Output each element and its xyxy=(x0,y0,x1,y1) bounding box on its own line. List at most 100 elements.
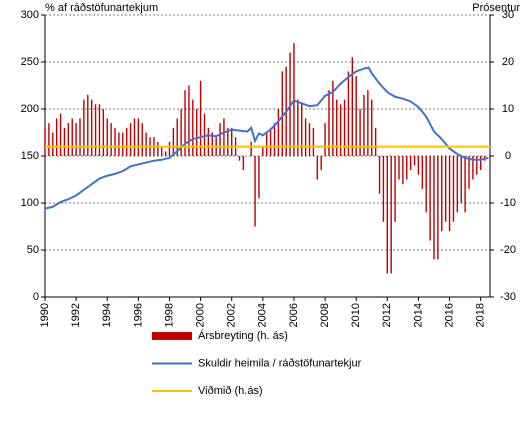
x-tick-label: 1998 xyxy=(163,303,175,327)
y2-tick-label: -20 xyxy=(500,244,516,256)
bar xyxy=(71,118,73,156)
bar xyxy=(118,132,120,156)
bar xyxy=(63,127,66,156)
x-tick-label: 2000 xyxy=(195,303,207,327)
x-tick-label: 2004 xyxy=(257,303,269,327)
bar xyxy=(324,123,326,156)
bar xyxy=(316,156,318,180)
x-tick-label: 1996 xyxy=(132,303,144,327)
bar xyxy=(367,90,369,156)
bar xyxy=(402,156,404,185)
bar xyxy=(343,99,346,156)
x-tick-label: 2008 xyxy=(319,303,331,327)
x-tick-label: 2018 xyxy=(475,303,487,327)
bar xyxy=(390,156,392,274)
bar xyxy=(320,156,322,171)
bar xyxy=(425,156,427,213)
bar xyxy=(273,123,276,156)
bar xyxy=(219,123,221,156)
bar xyxy=(90,99,93,156)
bar xyxy=(75,123,77,156)
bar xyxy=(164,151,167,156)
bar xyxy=(122,132,124,156)
bar xyxy=(83,99,85,156)
bar xyxy=(382,156,385,222)
bar xyxy=(433,156,435,260)
legend-label: Ársbreyting (h. ás) xyxy=(198,329,288,342)
bar xyxy=(460,156,462,203)
bar xyxy=(301,104,303,156)
bar xyxy=(157,141,159,156)
x-tick-label: 1990 xyxy=(39,303,51,327)
y2-tick-label: 10 xyxy=(502,103,514,115)
x-tick-label: 1992 xyxy=(70,303,82,327)
bar xyxy=(289,52,291,156)
bar xyxy=(48,123,50,156)
bar xyxy=(336,99,338,156)
y-axis-label: % af ráðstöfunartekjum xyxy=(45,2,158,14)
y2-tick-label: 30 xyxy=(502,9,514,21)
bar xyxy=(262,146,264,156)
bar xyxy=(468,156,470,189)
bar xyxy=(242,156,245,171)
bar xyxy=(394,156,396,222)
x-tick-label: 2010 xyxy=(350,303,362,327)
bar xyxy=(168,141,171,156)
bar xyxy=(479,156,482,171)
bar xyxy=(429,156,431,241)
bar xyxy=(231,127,233,156)
bar xyxy=(52,132,54,156)
bar xyxy=(406,156,408,180)
y-tick-label: 300 xyxy=(21,9,39,21)
y2-tick-label: 20 xyxy=(502,56,514,68)
y-tick-label: 100 xyxy=(21,197,39,209)
bar xyxy=(374,127,377,156)
bar xyxy=(106,118,108,156)
bar xyxy=(444,156,447,222)
bar xyxy=(110,123,112,156)
y-tick-label: 250 xyxy=(21,56,39,68)
y2-tick-label: -30 xyxy=(500,291,516,303)
bar xyxy=(351,57,353,156)
bar xyxy=(363,94,365,156)
bar xyxy=(227,127,229,156)
bar xyxy=(203,113,206,156)
bar xyxy=(378,156,381,194)
bar xyxy=(192,99,194,156)
bar xyxy=(355,76,357,156)
y-tick-label: 150 xyxy=(21,150,39,162)
y2-axis-label: Prósentur xyxy=(472,2,520,14)
bar xyxy=(409,156,412,171)
y-tick-label: 200 xyxy=(21,103,39,115)
bar xyxy=(312,127,315,156)
bar xyxy=(238,156,241,161)
bar xyxy=(137,118,140,156)
bar xyxy=(102,109,105,156)
bar xyxy=(133,118,136,156)
bar xyxy=(328,90,330,156)
y-tick-label: 50 xyxy=(27,244,39,256)
bar xyxy=(79,118,81,156)
bar xyxy=(98,104,101,156)
bar xyxy=(87,94,89,156)
bar xyxy=(297,99,299,156)
bar xyxy=(114,127,116,156)
bar xyxy=(421,156,424,189)
bar xyxy=(413,156,416,166)
bar xyxy=(141,123,143,156)
x-tick-label: 2012 xyxy=(381,303,393,327)
bar xyxy=(196,109,198,156)
x-tick-label: 1994 xyxy=(101,303,113,327)
bar xyxy=(448,156,451,232)
bar xyxy=(464,156,466,213)
bar xyxy=(180,109,182,156)
line xyxy=(44,66,489,210)
bar xyxy=(339,104,342,156)
legend-swatch xyxy=(152,332,192,340)
bar xyxy=(207,127,210,156)
bar xyxy=(211,132,213,156)
legend-label: Skuldir heimila / ráðstöfunartekjur xyxy=(198,357,362,369)
y-tick-label: 0 xyxy=(33,291,39,303)
bar xyxy=(456,156,459,213)
x-tick-label: 2016 xyxy=(443,303,455,327)
